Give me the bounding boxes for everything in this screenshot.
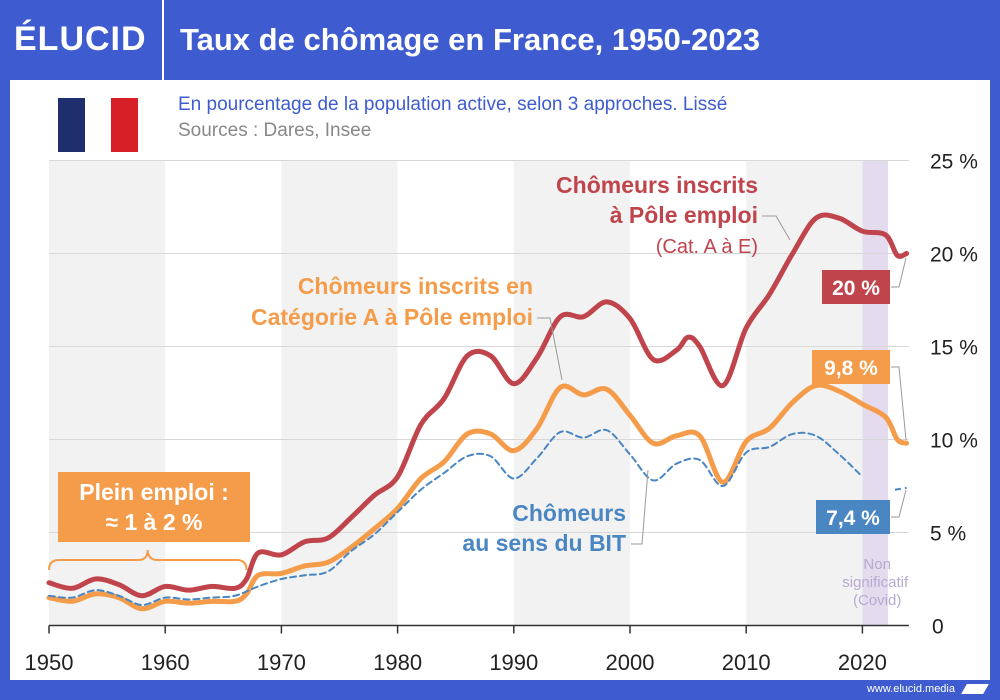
header-bar: ÉLUCID Taux de chômage en France, 1950-2… — [0, 0, 1000, 80]
covid-label: (Covid) — [853, 592, 901, 609]
x-tick-label: 1970 — [257, 650, 306, 675]
footer-url: www.elucid.media — [866, 683, 955, 695]
decade-band — [281, 160, 398, 626]
series-label-line: au sens du BIT — [462, 530, 626, 556]
plein-emploi-label: Plein emploi : — [79, 479, 229, 505]
badge-leader-line — [891, 489, 907, 518]
flag-stripe-white — [84, 98, 112, 152]
covid-band — [862, 160, 888, 626]
badge-leader-line — [891, 257, 907, 288]
end-label-orange-bg — [812, 350, 890, 384]
decade-band — [49, 160, 166, 626]
series-label-line: Chômeurs inscrits en — [298, 273, 533, 299]
chart-title: Taux de chômage en France, 1950-2023 — [180, 22, 761, 57]
end-label-blue: 7,4 % — [826, 507, 880, 530]
y-tick-label: 10 % — [930, 430, 978, 453]
end-label-red-bg — [822, 270, 890, 304]
line-pole-emploi-a-e — [46, 212, 910, 599]
x-tick-label: 1960 — [141, 650, 190, 675]
header-divider — [162, 0, 164, 80]
label-leader-line — [762, 215, 791, 241]
flag-stripe-red — [111, 98, 139, 152]
plein-emploi-label: ≈ 1 à 2 % — [105, 509, 202, 535]
y-tick-label: 0 — [932, 616, 944, 639]
covid-label: Non — [863, 556, 891, 573]
line-bit-tail — [894, 486, 907, 491]
badge-leader-line — [891, 366, 907, 441]
x-tick-label: 1990 — [489, 650, 538, 675]
chart-subtitle: En pourcentage de la population active, … — [178, 94, 727, 115]
x-tick-label: 1950 — [25, 650, 74, 675]
x-tick-label: 2010 — [722, 650, 771, 675]
y-tick-label: 20 % — [930, 244, 978, 267]
series-label-line: Chômeurs inscrits — [556, 172, 758, 198]
x-tick-label: 2020 — [838, 650, 887, 675]
y-tick-label: 25 % — [930, 151, 978, 174]
series-label-line: (Cat. A à E) — [656, 236, 758, 258]
covid-label: significatif — [842, 574, 909, 591]
series-label-line: Catégorie A à Pôle emploi — [251, 304, 533, 330]
line-bit — [48, 428, 864, 607]
label-leader-line — [537, 317, 563, 381]
x-tick-label: 2000 — [606, 650, 655, 675]
end-label-blue-bg — [816, 500, 890, 534]
series-label-line: Chômeurs — [512, 500, 626, 526]
end-label-red: 20 % — [832, 277, 880, 300]
x-tick-label: 1980 — [373, 650, 422, 675]
label-leader-line — [631, 469, 649, 545]
elucid-logo: ÉLUCID — [14, 20, 147, 58]
plein-emploi-brace — [48, 549, 248, 571]
line-pole-emploi-cat-a — [46, 382, 910, 612]
end-label-orange: 9,8 % — [824, 357, 878, 380]
flag-stripe-blue — [58, 98, 85, 152]
chart-source: Sources : Dares, Insee — [178, 120, 371, 141]
france-flag-icon — [58, 98, 139, 152]
series-label-line: à Pôle emploi — [610, 202, 758, 228]
y-tick-label: 5 % — [930, 523, 966, 546]
plein-emploi-box — [58, 472, 250, 542]
y-tick-label: 15 % — [930, 337, 978, 360]
